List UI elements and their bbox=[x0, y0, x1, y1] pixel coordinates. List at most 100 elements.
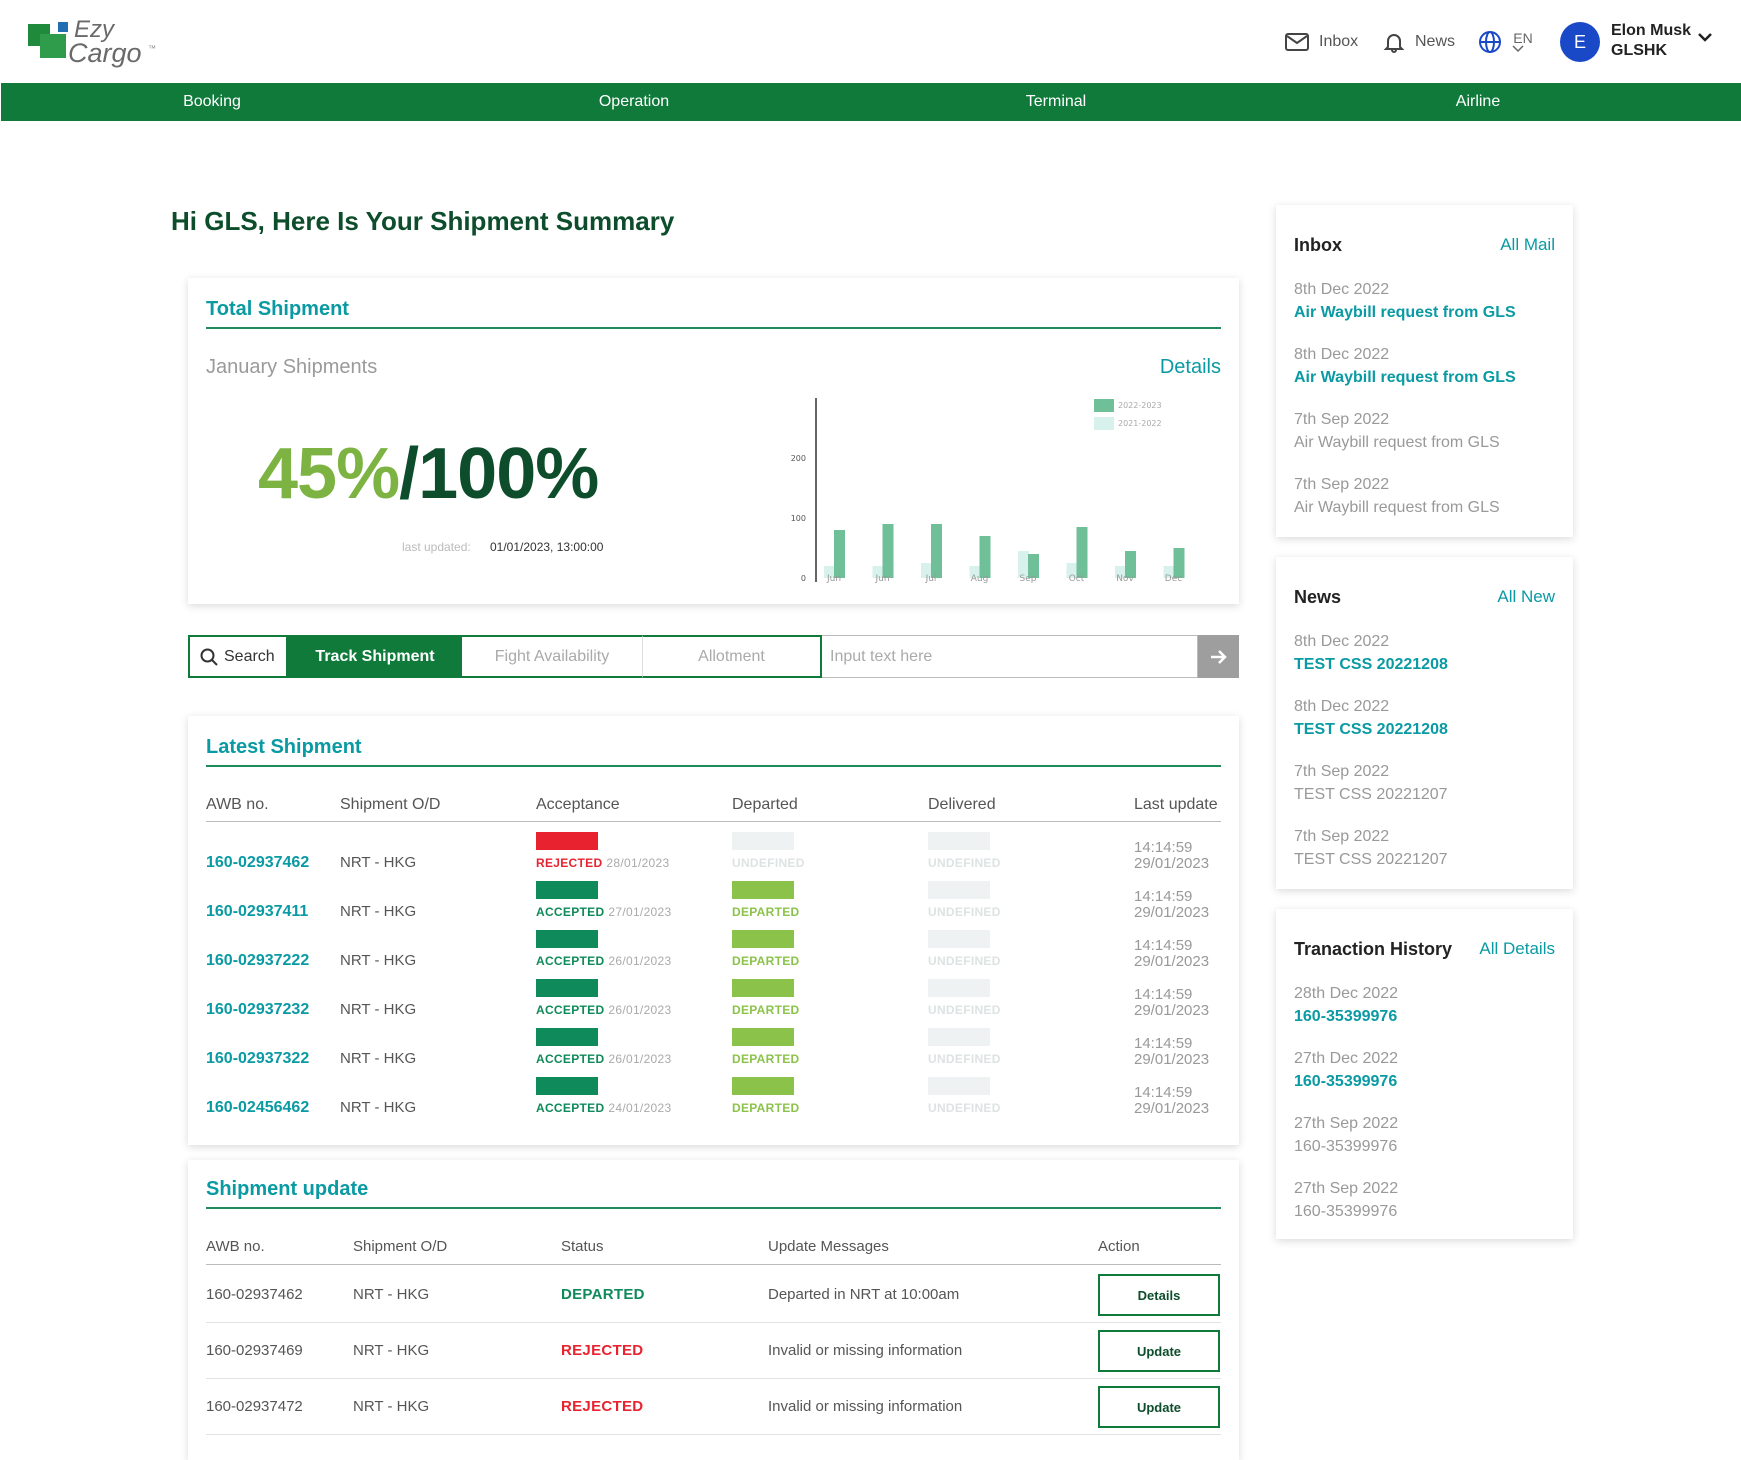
inbox-label: Inbox bbox=[1319, 33, 1359, 50]
bar-2021-2022-Oct bbox=[1066, 563, 1078, 578]
bar-2021-2022-Sep bbox=[1018, 551, 1029, 578]
col-status: Status bbox=[561, 1238, 604, 1255]
language-selector[interactable]: EN bbox=[1478, 28, 1534, 56]
delivered-bar bbox=[928, 930, 990, 948]
nav-airline[interactable]: Airline bbox=[1455, 93, 1501, 110]
bar-2022-2023-Jun bbox=[834, 530, 845, 578]
shipment-od: NRT - HKG bbox=[340, 952, 417, 969]
panel-item-link[interactable]: 160-35399976 bbox=[1294, 1138, 1398, 1155]
panel-item-link[interactable]: 160-35399976 bbox=[1294, 1203, 1398, 1220]
shipment-update-card: Shipment update AWB no. Shipment O/D Sta… bbox=[188, 1160, 1239, 1460]
last-update-date: 29/01/2023 bbox=[1134, 904, 1210, 921]
acceptance-date: 24/01/2023 bbox=[608, 1101, 672, 1115]
acceptance-bar bbox=[536, 979, 598, 997]
all-news-link[interactable]: All New bbox=[1497, 587, 1555, 606]
delivered-status: UNDEFINED bbox=[928, 1052, 1001, 1066]
inbox-panel-title: Inbox bbox=[1294, 235, 1342, 255]
update-message: Invalid or missing information bbox=[768, 1342, 963, 1359]
panel-item-date: 7th Sep 2022 bbox=[1294, 763, 1390, 780]
news-button[interactable]: News bbox=[1383, 28, 1455, 56]
update-button[interactable]: Update bbox=[1098, 1386, 1220, 1428]
panel-item-date: 8th Dec 2022 bbox=[1294, 698, 1390, 715]
departed-status: DEPARTED bbox=[732, 905, 800, 919]
track-input[interactable] bbox=[822, 635, 1198, 678]
panel-item-link[interactable]: TEST CSS 20221208 bbox=[1294, 721, 1448, 738]
departed-bar bbox=[732, 979, 794, 997]
panel-item-link[interactable]: Air Waybill request from GLS bbox=[1294, 304, 1516, 321]
legend-label: 2021-2022 bbox=[1118, 419, 1162, 428]
nav-terminal[interactable]: Terminal bbox=[1025, 93, 1087, 110]
col-od: Shipment O/D bbox=[340, 796, 441, 813]
panel-item-link[interactable]: Air Waybill request from GLS bbox=[1294, 499, 1500, 516]
avatar[interactable]: E bbox=[1560, 22, 1600, 62]
x-tick-label: Jun bbox=[874, 574, 889, 584]
bar-2021-2022-Nov bbox=[1115, 566, 1126, 578]
panel-item-link[interactable]: 160-35399976 bbox=[1294, 1073, 1398, 1090]
bar-2021-2022-Jun bbox=[872, 566, 884, 578]
col-messages: Update Messages bbox=[768, 1238, 889, 1255]
departed-status: DEPARTED bbox=[732, 954, 800, 968]
awb-link[interactable]: 160-02937462 bbox=[206, 854, 310, 871]
user-org[interactable]: GLSHK bbox=[1611, 42, 1667, 59]
main-nav: Booking Operation Terminal Airline bbox=[1, 83, 1741, 121]
all-details-link[interactable]: All Details bbox=[1479, 939, 1555, 958]
shipment-update-title: Shipment update bbox=[206, 1178, 369, 1200]
delivered-bar bbox=[928, 979, 990, 997]
last-update-date: 29/01/2023 bbox=[1134, 953, 1210, 970]
all-mail-link[interactable]: All Mail bbox=[1500, 235, 1555, 254]
last-update-time: 14:14:59 bbox=[1134, 1084, 1193, 1101]
nav-operation[interactable]: Operation bbox=[598, 93, 670, 110]
awb-link[interactable]: 160-02937322 bbox=[206, 1050, 310, 1067]
panel-item-link[interactable]: Air Waybill request from GLS bbox=[1294, 369, 1516, 386]
x-tick-label: Nov bbox=[1116, 574, 1134, 584]
tab-allotment[interactable]: Allotment bbox=[642, 635, 822, 678]
inbox-button[interactable]: Inbox bbox=[1285, 28, 1358, 56]
departed-status: DEPARTED bbox=[732, 1101, 800, 1115]
legend-swatch bbox=[1094, 417, 1114, 430]
acceptance-status-label: ACCEPTED bbox=[536, 1101, 605, 1115]
search-tab[interactable]: Search bbox=[188, 635, 288, 678]
latest-shipment-title: Latest Shipment bbox=[206, 736, 362, 758]
language-label: EN bbox=[1513, 30, 1533, 46]
mail-icon bbox=[1285, 33, 1309, 51]
awb-link[interactable]: 160-02456462 bbox=[206, 1099, 310, 1116]
x-tick-label: Jul bbox=[925, 574, 937, 584]
user-name[interactable]: Elon Musk bbox=[1611, 22, 1692, 39]
panel-item-link[interactable]: TEST CSS 20221207 bbox=[1294, 786, 1448, 803]
acceptance-status: ACCEPTED 26/01/2023 bbox=[536, 1052, 671, 1066]
col-action: Action bbox=[1098, 1238, 1140, 1255]
awb-link[interactable]: 160-02937222 bbox=[206, 952, 310, 969]
acceptance-bar bbox=[536, 1077, 598, 1095]
awb-link[interactable]: 160-02937232 bbox=[206, 1001, 310, 1018]
details-link[interactable]: Details bbox=[1159, 356, 1221, 378]
acceptance-bar bbox=[536, 881, 598, 899]
legend-swatch bbox=[1094, 399, 1114, 412]
panel-item-link[interactable]: Air Waybill request from GLS bbox=[1294, 434, 1500, 451]
last-update-date: 29/01/2023 bbox=[1134, 855, 1210, 872]
acceptance-status-label: ACCEPTED bbox=[536, 954, 605, 968]
panel-item-link[interactable]: TEST CSS 20221207 bbox=[1294, 851, 1448, 868]
panel-item-link[interactable]: TEST CSS 20221208 bbox=[1294, 656, 1448, 673]
news-panel-title: News bbox=[1294, 587, 1342, 607]
col-last-update: Last update bbox=[1134, 796, 1218, 813]
delivered-status: UNDEFINED bbox=[928, 954, 1001, 968]
x-tick-label: Dec bbox=[1165, 574, 1182, 584]
panel-item-link[interactable]: 160-35399976 bbox=[1294, 1008, 1398, 1025]
details-button[interactable]: Details bbox=[1098, 1274, 1220, 1316]
inbox-panel: Inbox All Mail 8th Dec 2022 Air Waybill r… bbox=[1276, 205, 1573, 537]
user-menu-chevron-icon[interactable] bbox=[1697, 32, 1713, 44]
search-submit-button[interactable] bbox=[1198, 635, 1239, 678]
update-button[interactable]: Update bbox=[1098, 1330, 1220, 1372]
ezy-cargo-logo[interactable]: Ezy Cargo ™ bbox=[28, 16, 168, 68]
acceptance-date: 27/01/2023 bbox=[608, 905, 672, 919]
bar-2022-2023-Dec bbox=[1173, 548, 1185, 578]
nav-booking[interactable]: Booking bbox=[183, 93, 241, 110]
delivered-status: UNDEFINED bbox=[928, 905, 1001, 919]
tab-track-shipment[interactable]: Track Shipment bbox=[288, 635, 462, 678]
awb-link[interactable]: 160-02937411 bbox=[206, 903, 309, 920]
update-od: NRT - HKG bbox=[353, 1398, 430, 1415]
panel-item-date: 28th Dec 2022 bbox=[1294, 985, 1399, 1002]
bar-2021-2022-Dec bbox=[1163, 566, 1175, 578]
tab-flight-availability[interactable]: Fight Availability bbox=[462, 635, 642, 678]
search-bar: Search Track Shipment Fight Availability… bbox=[188, 635, 1239, 678]
